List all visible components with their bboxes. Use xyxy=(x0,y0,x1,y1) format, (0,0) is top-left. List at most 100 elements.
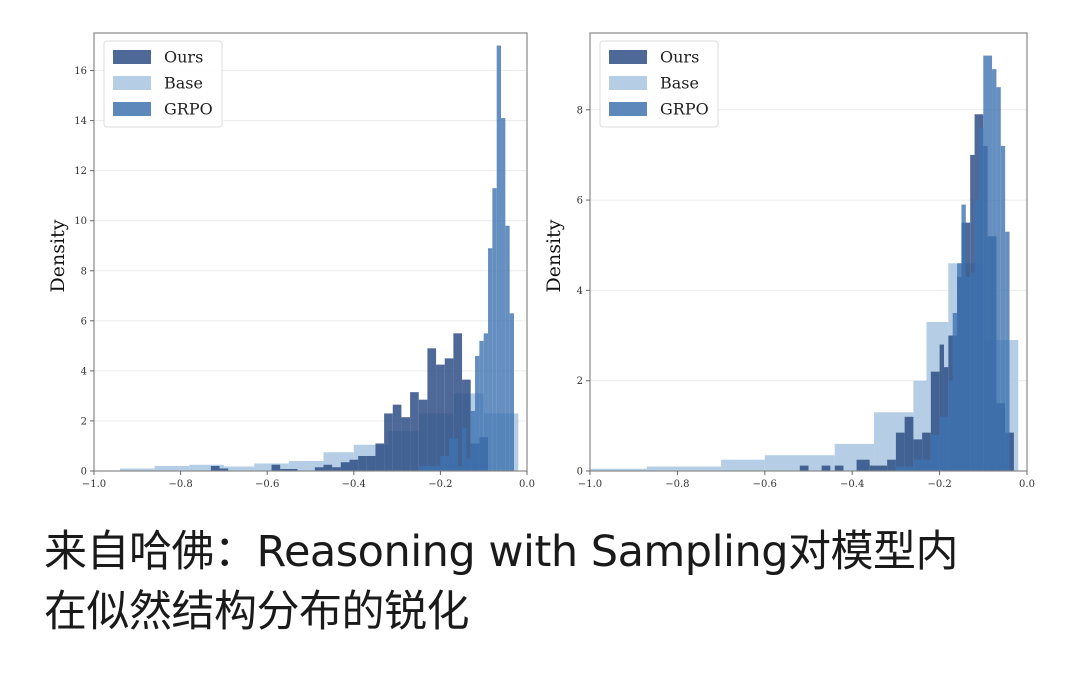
histogram-bar xyxy=(440,455,450,471)
y-axis: 0 2 4 6 8 10 12 14 16 xyxy=(74,66,94,478)
histogram-bar xyxy=(475,355,480,471)
histogram-bar xyxy=(821,465,831,471)
histogram-bar xyxy=(154,465,190,471)
y-tick-label: 14 xyxy=(74,116,87,127)
legend-label-ours: Ours xyxy=(660,48,699,67)
histogram-bar xyxy=(913,459,931,471)
histogram-bar xyxy=(418,465,441,471)
histogram-bar xyxy=(799,465,809,471)
histogram-bar xyxy=(119,468,155,471)
histogram-bar xyxy=(366,455,376,471)
histogram-bar xyxy=(930,434,940,471)
histogram-bar xyxy=(280,468,298,471)
histogram-bar xyxy=(939,416,949,471)
histogram-bar xyxy=(466,458,471,471)
histogram-bar xyxy=(965,276,971,471)
y-tick-label: 6 xyxy=(81,316,87,327)
histogram-bar xyxy=(271,464,281,471)
histogram-chart-right: 0 2 4 6 8 −1.0 −0.8 −0.6 −0.4 −0.2 0.0 Density Ours B… xyxy=(540,0,1080,488)
x-tick-label: −0.6 xyxy=(255,479,279,488)
histogram-bar xyxy=(223,466,255,471)
histogram-bar xyxy=(314,467,324,471)
series-grpo xyxy=(895,55,1010,472)
x-tick-label: −0.4 xyxy=(342,479,366,488)
histogram-bar xyxy=(952,312,958,471)
caption: 来自哈佛：Reasoning with Sampling对模型内 在似然结构分布… xyxy=(44,522,1054,642)
x-tick-label: −0.6 xyxy=(753,479,777,488)
y-tick-label: 4 xyxy=(577,286,583,297)
histogram-bar xyxy=(470,410,476,471)
x-axis: −1.0 −0.8 −0.6 −0.4 −0.2 0.0 xyxy=(82,471,535,488)
caption-line-2: 在似然结构分布的锐化 xyxy=(44,587,470,637)
histogram-bar xyxy=(913,439,923,471)
histogram-bar xyxy=(904,416,914,471)
histogram-bar xyxy=(1005,231,1010,471)
histogram-bar xyxy=(384,413,393,471)
legend-swatch-base xyxy=(113,76,151,90)
histogram-bar xyxy=(392,404,402,471)
y-axis-label: Density xyxy=(543,219,565,292)
y-axis: 0 2 4 6 8 xyxy=(577,105,590,478)
histogram-bar xyxy=(887,459,896,471)
histogram-bar xyxy=(948,380,953,471)
histogram-bar xyxy=(509,313,515,471)
histogram-bar xyxy=(590,468,647,471)
histogram-bar xyxy=(856,459,870,471)
legend-label-grpo: GRPO xyxy=(164,100,213,119)
histogram-bar xyxy=(453,333,463,471)
legend-swatch-grpo xyxy=(609,102,647,116)
histogram-bar xyxy=(1005,432,1014,471)
y-tick-label: 12 xyxy=(74,166,87,177)
histogram-bar xyxy=(957,263,962,471)
histogram-bar xyxy=(895,466,914,471)
y-tick-label: 4 xyxy=(81,366,87,377)
histogram-bar xyxy=(978,127,984,472)
histogram-bar xyxy=(418,399,428,471)
plot-frame xyxy=(589,32,1028,472)
x-axis: −1.0 −0.8 −0.6 −0.4 −0.2 0.0 xyxy=(578,471,1035,488)
histogram-bar xyxy=(462,379,471,471)
histogram-bar xyxy=(288,460,324,471)
y-axis-label: Density xyxy=(47,219,69,292)
histogram-bar xyxy=(939,344,944,471)
series-grpo xyxy=(418,45,515,472)
histogram-bar xyxy=(427,348,437,471)
histogram-bar xyxy=(332,467,341,471)
y-tick-label: 0 xyxy=(577,467,583,478)
legend-swatch-base xyxy=(609,76,647,90)
histogram-bar xyxy=(189,464,224,471)
x-tick-label: −0.2 xyxy=(428,479,452,488)
x-tick-label: −1.0 xyxy=(82,479,106,488)
legend-swatch-grpo xyxy=(113,102,151,116)
histogram-bar xyxy=(501,118,506,472)
x-tick-label: −1.0 xyxy=(578,479,602,488)
x-tick-label: 0.0 xyxy=(519,479,535,488)
histogram-bar xyxy=(462,428,467,471)
legend-label-base: Base xyxy=(660,74,699,93)
histogram-bar xyxy=(457,465,463,471)
legend-swatch-ours xyxy=(609,50,647,64)
x-tick-label: −0.2 xyxy=(927,479,951,488)
legend-swatch-ours xyxy=(113,50,151,64)
legend-label-base: Base xyxy=(164,74,203,93)
histogram-bar xyxy=(961,204,966,471)
histogram-bar xyxy=(1000,145,1006,471)
x-tick-label: 0.0 xyxy=(1019,479,1035,488)
y-tick-label: 8 xyxy=(81,266,87,277)
histogram-bar xyxy=(492,188,497,472)
histogram-bar xyxy=(219,468,229,471)
caption-line-1: 来自哈佛：Reasoning with Sampling对模型内 xyxy=(44,527,959,577)
series-ours xyxy=(210,333,489,471)
chart-right-svg: 0 2 4 6 8 −1.0 −0.8 −0.6 −0.4 −0.2 0.0 Density Ours B… xyxy=(543,32,1035,488)
histogram-bar xyxy=(340,462,350,471)
histogram-bar xyxy=(721,459,765,471)
histogram-bar xyxy=(505,225,510,471)
histogram-bar xyxy=(996,87,1001,471)
histogram-bar xyxy=(983,55,993,471)
y-tick-label: 10 xyxy=(74,216,87,227)
histogram-bar xyxy=(895,432,905,471)
x-tick-label: −0.4 xyxy=(840,479,864,488)
plot-frame xyxy=(93,32,528,472)
histogram-bar xyxy=(992,69,997,471)
histogram-bar xyxy=(974,200,979,472)
